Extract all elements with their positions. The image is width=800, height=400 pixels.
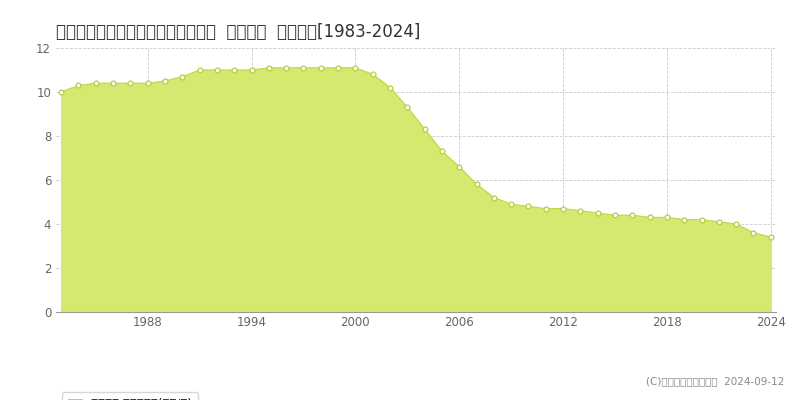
Text: 北海道小樽市赤岩１丁目２７番２外  地価公示  地価推移[1983-2024]: 北海道小樽市赤岩１丁目２７番２外 地価公示 地価推移[1983-2024] <box>56 23 420 41</box>
Legend: 地価公示 平均坪単価(万円/坪): 地価公示 平均坪単価(万円/坪) <box>62 392 198 400</box>
Text: (C)土地価格ドットコム  2024-09-12: (C)土地価格ドットコム 2024-09-12 <box>646 376 784 386</box>
